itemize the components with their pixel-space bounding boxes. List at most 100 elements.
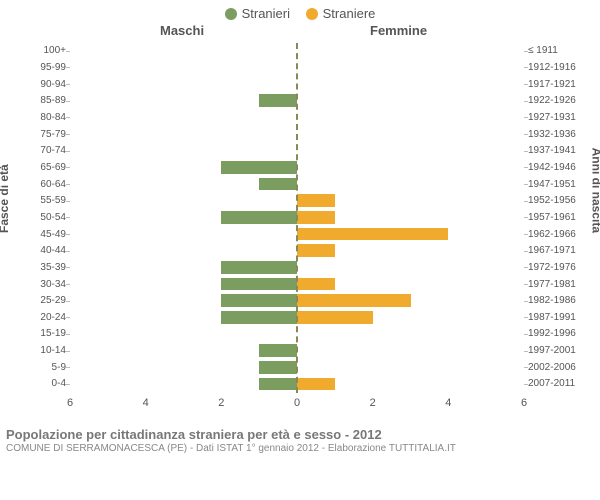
tick-right (524, 151, 528, 152)
y-axis-right-label: Anni di nascita (589, 147, 600, 232)
birth-year-label: 1937-1941 (528, 145, 586, 156)
female-half (297, 311, 524, 324)
male-half (70, 194, 297, 207)
age-label: 15-19 (26, 328, 66, 339)
male-half (70, 178, 297, 191)
x-tick: 0 (294, 397, 300, 409)
tick-right (524, 301, 528, 302)
birth-year-label: 1932-1936 (528, 129, 586, 140)
legend-item-female: Straniere (306, 6, 376, 21)
male-half (70, 294, 297, 307)
age-label: 85-89 (26, 95, 66, 106)
birth-year-label: 1997-2001 (528, 345, 586, 356)
legend: Stranieri Straniere (0, 0, 600, 23)
birth-year-label: 1992-1996 (528, 328, 586, 339)
female-bar (297, 294, 411, 307)
column-headers: Maschi Femmine (0, 23, 600, 41)
male-half (70, 361, 297, 374)
male-half (70, 161, 297, 174)
male-bar (221, 311, 297, 324)
tick-right (524, 184, 528, 185)
female-half (297, 61, 524, 74)
age-label: 95-99 (26, 62, 66, 73)
tick-right (524, 317, 528, 318)
male-half (70, 45, 297, 58)
male-half (70, 128, 297, 141)
age-label: 90-94 (26, 79, 66, 90)
age-label: 55-59 (26, 195, 66, 206)
male-half (70, 261, 297, 274)
male-bar (221, 211, 297, 224)
tick-right (524, 334, 528, 335)
female-half (297, 344, 524, 357)
age-label: 5-9 (26, 362, 66, 373)
age-label: 60-64 (26, 179, 66, 190)
age-label: 45-49 (26, 229, 66, 240)
male-half (70, 228, 297, 241)
x-tick: 6 (67, 397, 73, 409)
female-half (297, 261, 524, 274)
female-half (297, 78, 524, 91)
birth-year-label: 1962-1966 (528, 229, 586, 240)
birth-year-label: 1947-1951 (528, 179, 586, 190)
age-label: 100+ (26, 45, 66, 56)
male-bar (221, 261, 297, 274)
male-bar (259, 178, 297, 191)
birth-year-label: 1977-1981 (528, 279, 586, 290)
male-bar (259, 344, 297, 357)
age-label: 70-74 (26, 145, 66, 156)
birth-year-label: 2002-2006 (528, 362, 586, 373)
age-label: 50-54 (26, 212, 66, 223)
male-bar (221, 294, 297, 307)
tick-right (524, 384, 528, 385)
female-half (297, 211, 524, 224)
chart-subtitle: COMUNE DI SERRAMONACESCA (PE) - Dati IST… (6, 443, 594, 454)
female-half (297, 294, 524, 307)
female-half (297, 178, 524, 191)
male-half (70, 211, 297, 224)
legend-swatch-female (306, 8, 318, 20)
female-bar (297, 194, 335, 207)
chart-footer: Popolazione per cittadinanza straniera p… (0, 423, 600, 454)
tick-right (524, 234, 528, 235)
tick-right (524, 101, 528, 102)
legend-label-male: Stranieri (242, 6, 290, 21)
y-axis-left-label: Fasce di età (0, 164, 11, 233)
header-male: Maschi (160, 23, 204, 38)
male-half (70, 378, 297, 391)
male-bar (259, 378, 297, 391)
birth-year-label: 1922-1926 (528, 95, 586, 106)
tick-right (524, 167, 528, 168)
plot-area: 100+≤ 191195-991912-191690-941917-192185… (70, 43, 524, 393)
header-female: Femmine (370, 23, 427, 38)
age-label: 30-34 (26, 279, 66, 290)
female-half (297, 111, 524, 124)
male-half (70, 278, 297, 291)
age-label: 25-29 (26, 295, 66, 306)
birth-year-label: 1942-1946 (528, 162, 586, 173)
x-tick: 2 (218, 397, 224, 409)
tick-right (524, 351, 528, 352)
legend-item-male: Stranieri (225, 6, 290, 21)
male-half (70, 311, 297, 324)
age-label: 10-14 (26, 345, 66, 356)
x-tick: 4 (143, 397, 149, 409)
female-half (297, 161, 524, 174)
age-label: 35-39 (26, 262, 66, 273)
female-half (297, 94, 524, 107)
chart-area: Fasce di età Anni di nascita 100+≤ 19119… (0, 43, 600, 423)
age-label: 0-4 (26, 378, 66, 389)
female-half (297, 278, 524, 291)
male-half (70, 144, 297, 157)
tick-right (524, 84, 528, 85)
tick-right (524, 67, 528, 68)
female-bar (297, 278, 335, 291)
legend-label-female: Straniere (323, 6, 376, 21)
birth-year-label: 1957-1961 (528, 212, 586, 223)
age-label: 80-84 (26, 112, 66, 123)
female-half (297, 244, 524, 257)
birth-year-label: 1927-1931 (528, 112, 586, 123)
male-bar (259, 94, 297, 107)
birth-year-label: 1987-1991 (528, 312, 586, 323)
x-tick: 2 (370, 397, 376, 409)
